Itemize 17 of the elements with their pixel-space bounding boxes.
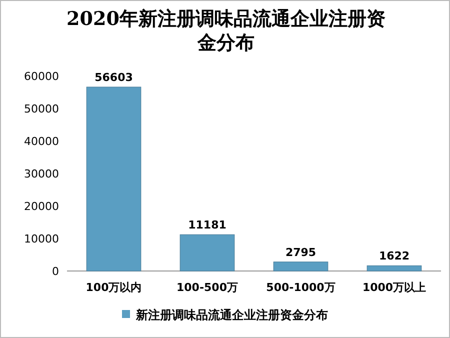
data-label: 11181 xyxy=(188,218,226,232)
y-tick-label: 20000 xyxy=(24,200,59,213)
data-label: 1622 xyxy=(378,250,410,263)
x-tick-label: 1000万以上 xyxy=(362,281,426,294)
x-tick-label: 100-500万 xyxy=(176,281,238,294)
data-label: 56603 xyxy=(94,71,133,84)
y-tick-label: 30000 xyxy=(24,168,59,180)
y-tick-label: 40000 xyxy=(24,135,59,148)
x-tick-label: 100万以内 xyxy=(86,281,142,294)
title: 2020年新注册调味品流通企业注册资金分布 xyxy=(66,7,386,55)
y-tick-label: 60000 xyxy=(24,70,59,83)
y-tick-label: 0 xyxy=(52,265,59,278)
x-tick-label: 500-1000万 xyxy=(266,281,336,294)
data-label: 2795 xyxy=(285,246,316,259)
y-tick-label: 10000 xyxy=(24,232,59,246)
legend: 新注册调味品流通企业注册资金分布 xyxy=(122,308,328,322)
y-tick-label: 50000 xyxy=(24,102,59,116)
